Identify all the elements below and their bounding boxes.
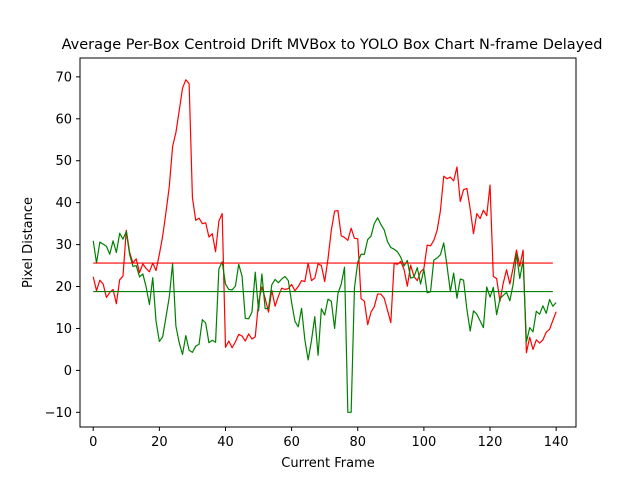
x-tick-label: 120 bbox=[478, 435, 503, 450]
y-tick-label: 70 bbox=[55, 70, 72, 85]
x-axis-label: Current Frame bbox=[281, 456, 374, 471]
x-tick-label: 0 bbox=[89, 435, 97, 450]
y-tick-label: 10 bbox=[55, 322, 72, 337]
y-tick-label: −10 bbox=[45, 406, 72, 421]
x-axis: 0 20 40 60 80 100 120 140 bbox=[89, 427, 569, 450]
x-tick-label: 40 bbox=[217, 435, 234, 450]
plot-frame bbox=[79, 57, 577, 428]
y-tick-label: 30 bbox=[55, 238, 72, 253]
y-tick-label: 0 bbox=[64, 364, 72, 379]
y-tick-label: 40 bbox=[55, 196, 72, 211]
x-tick-label: 100 bbox=[411, 435, 436, 450]
y-tick-label: 20 bbox=[55, 280, 72, 295]
y-axis: −10 0 10 20 30 40 50 60 70 bbox=[45, 70, 80, 421]
y-tick-label: 60 bbox=[55, 112, 72, 127]
series-layer bbox=[92, 79, 557, 413]
chart-title: Average Per-Box Centroid Drift MVBox to … bbox=[62, 37, 603, 53]
x-tick-label: 60 bbox=[283, 435, 300, 450]
series-line-2 bbox=[92, 217, 557, 413]
x-tick-label: 20 bbox=[151, 435, 168, 450]
y-axis-label: Pixel Distance bbox=[21, 197, 36, 288]
x-tick-label: 80 bbox=[349, 435, 366, 450]
y-tick-label: 50 bbox=[55, 154, 72, 169]
series-line-1 bbox=[92, 79, 557, 354]
x-tick-label: 140 bbox=[544, 435, 569, 450]
